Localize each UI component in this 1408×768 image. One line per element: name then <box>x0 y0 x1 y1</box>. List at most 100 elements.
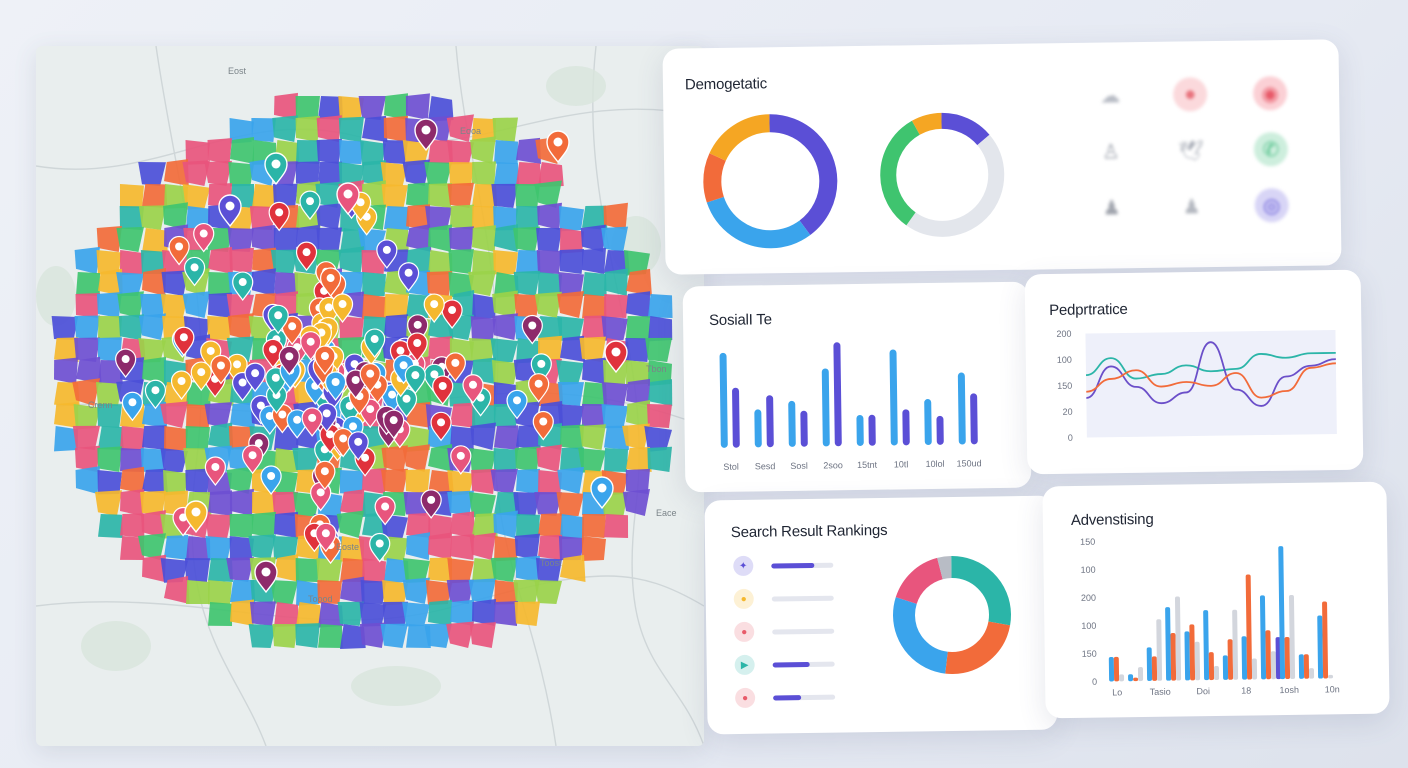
perspective-card: Pedprtratice 200 100 150 20 0 <box>1024 269 1364 475</box>
search-title: Search Result Rankings <box>730 521 888 542</box>
map-pin <box>260 465 282 496</box>
persp-y-label: 20 <box>1062 407 1072 417</box>
social-bar <box>957 372 966 445</box>
social-x-label: 15tnt <box>857 460 878 470</box>
social-bar <box>889 349 898 446</box>
persp-line-teal <box>1085 351 1336 380</box>
advertising-title: Advenstising <box>1070 510 1154 530</box>
map-pin <box>190 361 212 392</box>
map-label: Eoste <box>336 542 360 552</box>
target-icon[interactable]: ◎ <box>1254 188 1289 223</box>
search-donut-slice <box>893 556 1012 675</box>
twitter-icon[interactable]: 🕊 <box>1178 139 1204 163</box>
adv-x-label: Tasio <box>1150 687 1171 697</box>
donut-2-slice <box>880 112 1005 237</box>
region-map[interactable] <box>36 46 704 746</box>
map-pin <box>532 410 554 441</box>
map-pin <box>423 293 445 324</box>
map-pin <box>441 299 463 330</box>
social-bar <box>902 409 910 446</box>
map-pin <box>121 391 144 422</box>
adv-bar <box>1284 637 1291 680</box>
adv-bar <box>1259 595 1267 680</box>
map-pin <box>310 481 332 512</box>
map-pin <box>462 374 484 404</box>
group-icon[interactable]: ♟ <box>1102 196 1121 220</box>
adv-bar <box>1208 652 1215 681</box>
map-pin <box>299 190 321 221</box>
adv-bar <box>1156 619 1163 681</box>
map-panel[interactable]: Eost Eooa Crenn Tbon Eace Eoste Toost To… <box>36 46 704 746</box>
map-pin <box>210 354 232 385</box>
map-pin <box>320 267 342 298</box>
adv-bar <box>1222 655 1229 680</box>
map-pin <box>430 411 452 442</box>
map-pin <box>331 293 354 324</box>
social-x-label: 10tl <box>894 459 909 469</box>
rank-list: ✦ ● ● ▶ ● <box>704 496 1054 709</box>
adv-bar <box>1288 594 1296 679</box>
adv-bar <box>1189 624 1196 681</box>
map-pin <box>268 201 290 232</box>
map-pin <box>506 389 528 420</box>
map-pin <box>444 352 466 382</box>
adv-bar <box>1174 596 1182 681</box>
map-pin <box>314 460 336 491</box>
users-icon[interactable]: ☁ <box>1100 84 1121 108</box>
person-icon[interactable]: ♙ <box>1101 140 1121 164</box>
profile-icon[interactable]: ● <box>1172 77 1208 112</box>
rank-5[interactable]: ● <box>735 686 875 710</box>
adv-bar <box>1128 674 1134 682</box>
rank-4[interactable]: ▶ <box>734 653 875 677</box>
adv-bar <box>1170 632 1177 681</box>
map-pin <box>183 256 206 287</box>
adv-bar <box>1232 609 1239 680</box>
whatsapp-icon[interactable]: ✆ <box>1253 132 1289 167</box>
map-pin <box>432 375 454 406</box>
map-pin <box>521 314 543 345</box>
perspective-title: Pedprtratice <box>1049 300 1128 320</box>
map-pin <box>314 345 336 376</box>
map-pin <box>332 427 354 458</box>
user-alert-icon[interactable]: ♟ <box>1182 195 1201 218</box>
donut-2 <box>880 112 1005 237</box>
persp-line-orange <box>1086 362 1336 399</box>
instagram-icon[interactable]: ◉ <box>1252 76 1288 111</box>
social-bar <box>719 352 728 448</box>
rank-bar-fill <box>771 562 815 569</box>
adv-bar <box>1270 651 1277 680</box>
rank-icon: ▶ <box>734 654 755 676</box>
adv-bar <box>1308 668 1315 679</box>
donut-2-slice <box>880 112 1005 237</box>
map-pin <box>193 222 215 253</box>
adv-y-label: 200 <box>1081 593 1096 603</box>
map-pin <box>347 431 369 461</box>
advertising-card: Advenstising 150 100 200 100 150 0 Lo Tasio Doi 1… <box>1042 481 1390 719</box>
social-icon-grid: ☁ ● ◉ ♙ 🕊 ✆ ♟ ♟ ◎ <box>1093 76 1315 239</box>
rank-icon: ● <box>734 621 755 643</box>
social-bar <box>856 414 864 446</box>
donut-1-slice <box>703 114 838 249</box>
adv-bar <box>1165 607 1172 681</box>
map-pin <box>244 362 266 393</box>
adv-bar <box>1137 667 1144 682</box>
persp-y-label: 200 <box>1056 329 1071 339</box>
search-rankings-card: Search Result Rankings ✦ ● ● ▶ ● <box>704 495 1058 735</box>
search-donut-slice <box>893 556 1012 675</box>
search-donut-slice <box>893 556 1012 675</box>
rank-3[interactable]: ● <box>734 620 874 644</box>
persp-y-label: 0 <box>1068 433 1073 443</box>
map-pin <box>144 379 167 410</box>
rank-bar-track <box>771 595 834 602</box>
map-pin <box>295 241 318 272</box>
map-pin <box>546 130 570 164</box>
map-pin <box>315 522 337 553</box>
map-pin <box>218 194 242 228</box>
map-pin <box>364 328 386 359</box>
persp-y-label: 100 <box>1057 355 1072 365</box>
social-x-label: Sosl <box>790 461 808 471</box>
rank-1[interactable]: ✦ <box>733 554 873 578</box>
rank-2[interactable]: ● <box>733 587 874 611</box>
adv-bar <box>1322 601 1329 679</box>
social-bar <box>732 387 740 448</box>
